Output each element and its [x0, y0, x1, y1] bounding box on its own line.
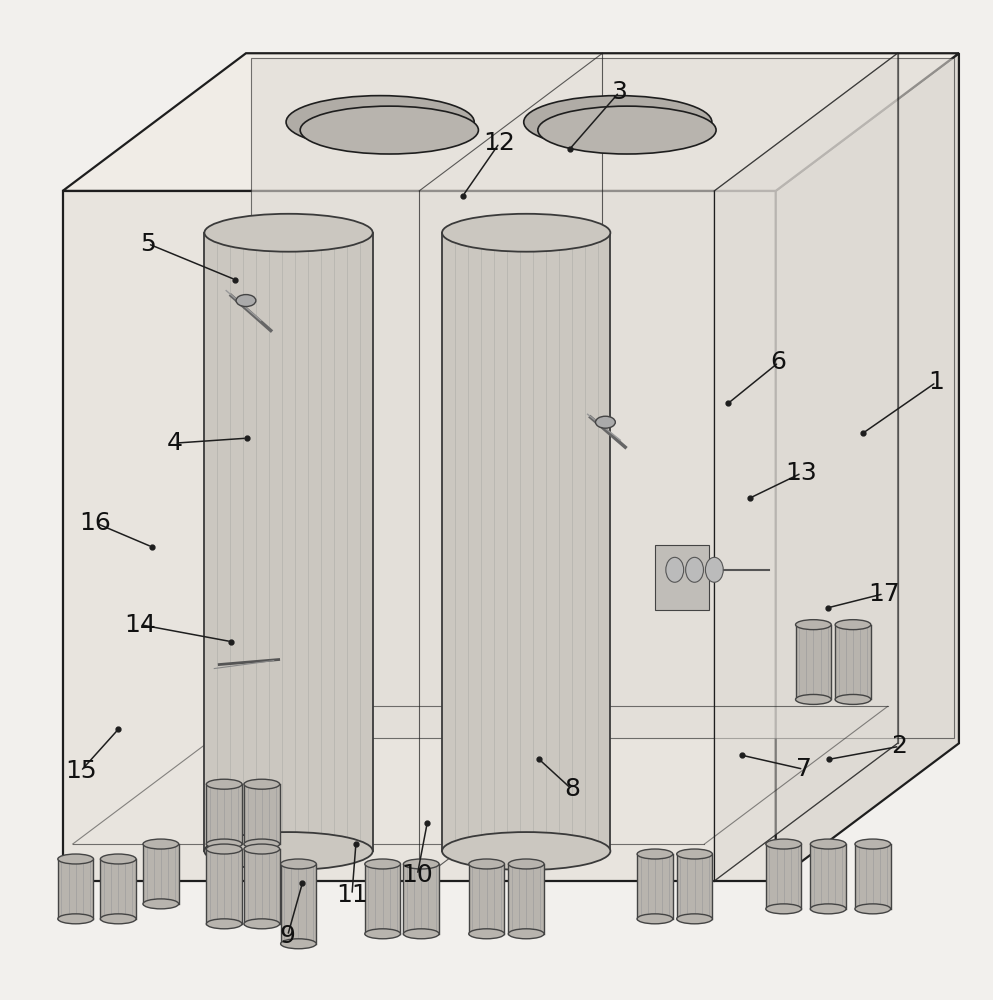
Text: 3: 3 — [612, 80, 628, 104]
Polygon shape — [676, 854, 712, 919]
Ellipse shape — [244, 844, 280, 854]
Ellipse shape — [442, 832, 611, 870]
Ellipse shape — [100, 914, 136, 924]
Ellipse shape — [676, 914, 712, 924]
Ellipse shape — [523, 96, 712, 148]
Text: 6: 6 — [771, 350, 786, 374]
Polygon shape — [205, 233, 372, 851]
Polygon shape — [58, 859, 93, 919]
Ellipse shape — [205, 832, 372, 870]
Ellipse shape — [300, 106, 479, 154]
Ellipse shape — [364, 929, 400, 939]
Ellipse shape — [810, 839, 846, 849]
Polygon shape — [207, 849, 242, 924]
Ellipse shape — [205, 214, 372, 252]
Ellipse shape — [469, 859, 504, 869]
Text: 4: 4 — [167, 431, 183, 455]
Ellipse shape — [442, 214, 611, 252]
Ellipse shape — [835, 620, 871, 630]
Ellipse shape — [100, 854, 136, 864]
Polygon shape — [835, 625, 871, 699]
Ellipse shape — [810, 904, 846, 914]
Ellipse shape — [207, 839, 242, 849]
Polygon shape — [244, 784, 280, 844]
Text: 7: 7 — [795, 757, 811, 781]
Polygon shape — [244, 849, 280, 924]
Ellipse shape — [538, 106, 716, 154]
Text: 8: 8 — [564, 777, 580, 801]
Ellipse shape — [364, 859, 400, 869]
Polygon shape — [469, 864, 504, 934]
Ellipse shape — [855, 839, 891, 849]
Ellipse shape — [244, 919, 280, 929]
Ellipse shape — [508, 859, 544, 869]
Ellipse shape — [795, 694, 831, 704]
Ellipse shape — [638, 914, 673, 924]
Polygon shape — [403, 864, 439, 934]
Ellipse shape — [638, 849, 673, 859]
Polygon shape — [776, 53, 959, 881]
Text: 15: 15 — [65, 759, 96, 783]
Ellipse shape — [676, 849, 712, 859]
Text: 10: 10 — [401, 863, 433, 887]
Text: 1: 1 — [928, 370, 944, 394]
Polygon shape — [63, 53, 959, 191]
Polygon shape — [281, 864, 317, 944]
Ellipse shape — [403, 859, 439, 869]
Polygon shape — [100, 859, 136, 919]
Polygon shape — [63, 191, 776, 881]
Ellipse shape — [469, 929, 504, 939]
Ellipse shape — [795, 620, 831, 630]
Bar — [655, 545, 709, 610]
Ellipse shape — [143, 899, 179, 909]
Text: 5: 5 — [140, 232, 156, 256]
Ellipse shape — [508, 929, 544, 939]
Ellipse shape — [766, 839, 801, 849]
Polygon shape — [143, 844, 179, 904]
Text: 16: 16 — [79, 511, 111, 535]
Polygon shape — [795, 625, 831, 699]
Ellipse shape — [596, 416, 616, 428]
Text: 9: 9 — [280, 924, 296, 948]
Ellipse shape — [403, 929, 439, 939]
Polygon shape — [638, 854, 673, 919]
Ellipse shape — [685, 557, 703, 582]
Ellipse shape — [766, 904, 801, 914]
Polygon shape — [251, 58, 954, 738]
Ellipse shape — [855, 904, 891, 914]
Ellipse shape — [281, 939, 317, 949]
Polygon shape — [810, 844, 846, 909]
Ellipse shape — [58, 854, 93, 864]
Text: 14: 14 — [124, 613, 156, 637]
Ellipse shape — [244, 779, 280, 789]
Ellipse shape — [705, 557, 723, 582]
Polygon shape — [442, 233, 611, 851]
Ellipse shape — [207, 919, 242, 929]
Ellipse shape — [244, 839, 280, 849]
Text: 17: 17 — [868, 582, 900, 606]
Polygon shape — [207, 784, 242, 844]
Ellipse shape — [286, 96, 475, 148]
Ellipse shape — [281, 859, 317, 869]
Polygon shape — [714, 53, 898, 881]
Polygon shape — [766, 844, 801, 909]
Ellipse shape — [207, 844, 242, 854]
Ellipse shape — [207, 779, 242, 789]
Ellipse shape — [143, 839, 179, 849]
Polygon shape — [364, 864, 400, 934]
Polygon shape — [508, 864, 544, 934]
Text: 13: 13 — [785, 461, 817, 485]
Polygon shape — [855, 844, 891, 909]
Ellipse shape — [236, 295, 256, 307]
Ellipse shape — [58, 914, 93, 924]
Text: 2: 2 — [892, 734, 908, 758]
Text: 11: 11 — [336, 883, 367, 907]
Ellipse shape — [835, 694, 871, 704]
Text: 12: 12 — [484, 131, 515, 155]
Ellipse shape — [666, 557, 683, 582]
